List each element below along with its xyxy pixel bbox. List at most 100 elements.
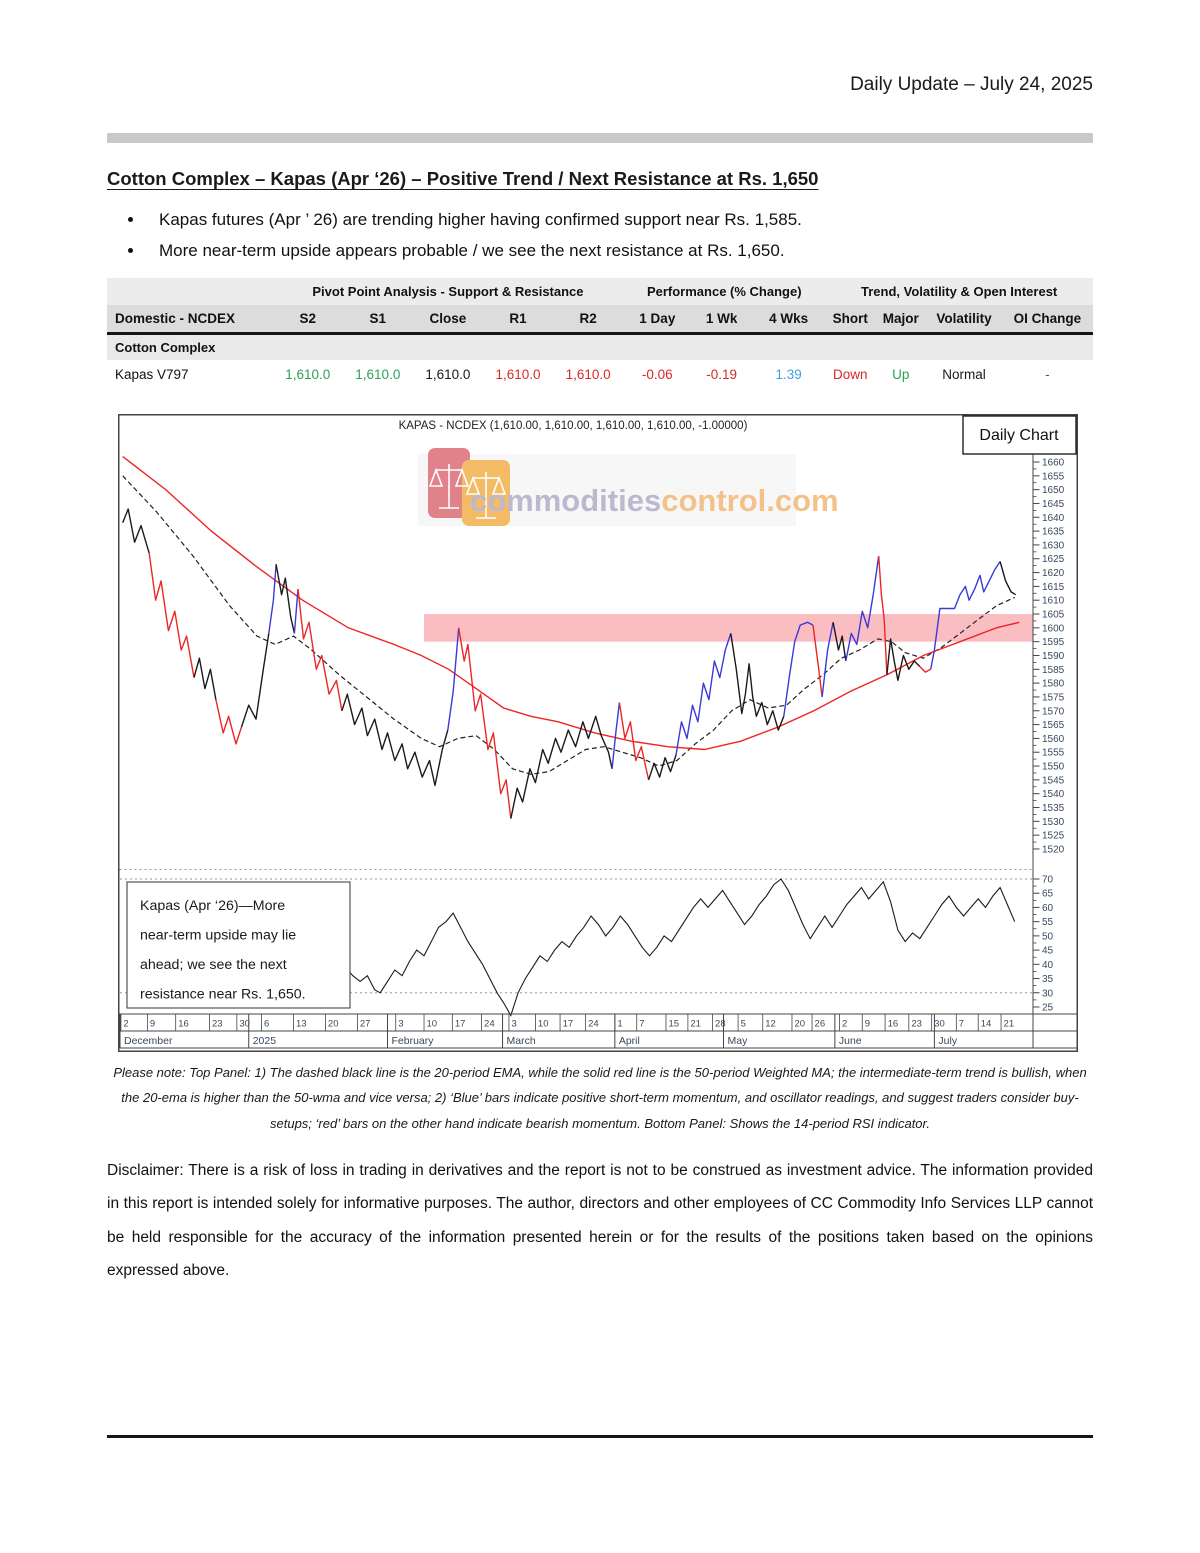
x-axis: 2 9 16 23 30 6 13 20 27 3 10 17 24 3 10 17 24 1 7 15 21 28 5 12… xyxy=(118,1013,1078,1049)
svg-text:17: 17 xyxy=(455,1019,466,1030)
table-cell: 1,610.0 xyxy=(285,367,331,382)
price-series xyxy=(122,508,1017,819)
table-cell: Up xyxy=(892,367,910,382)
table-group-header-row: Pivot Point Analysis - Support & Resista… xyxy=(107,278,1093,305)
svg-text:1615: 1615 xyxy=(1042,582,1065,593)
svg-text:1585: 1585 xyxy=(1042,665,1065,676)
footer-divider-line xyxy=(107,1435,1093,1439)
svg-text:1560: 1560 xyxy=(1042,734,1065,745)
table-cell: 1,610.0 xyxy=(565,367,611,382)
svg-text:1590: 1590 xyxy=(1042,651,1065,662)
instrument-name: Kapas V797 xyxy=(115,367,189,382)
svg-text:2025: 2025 xyxy=(253,1035,277,1047)
svg-text:13: 13 xyxy=(296,1019,307,1030)
svg-text:16: 16 xyxy=(888,1019,899,1030)
svg-text:1620: 1620 xyxy=(1042,568,1065,579)
svg-text:21: 21 xyxy=(690,1019,701,1030)
group-header-cell: Trend, Volatility & Open Interest xyxy=(825,278,1093,305)
group-header-cell xyxy=(107,278,273,305)
svg-text:65: 65 xyxy=(1042,889,1054,900)
svg-text:1520: 1520 xyxy=(1042,844,1065,855)
svg-text:1545: 1545 xyxy=(1042,775,1065,786)
rsi-y-axis: 70 65 60 55 50 45 40 35 30 25 xyxy=(120,875,1054,1013)
table-cell: 1,610.0 xyxy=(495,367,541,382)
svg-text:1635: 1635 xyxy=(1042,527,1065,538)
svg-text:27: 27 xyxy=(360,1019,371,1030)
svg-text:1550: 1550 xyxy=(1042,762,1065,773)
svg-text:1625: 1625 xyxy=(1042,554,1065,565)
svg-text:7: 7 xyxy=(959,1019,964,1030)
svg-text:35: 35 xyxy=(1042,974,1054,985)
svg-text:50: 50 xyxy=(1042,931,1054,942)
svg-text:3: 3 xyxy=(511,1019,516,1030)
svg-text:1645: 1645 xyxy=(1042,499,1065,510)
column-header-cell: S2 xyxy=(272,305,343,335)
column-header-cell: R2 xyxy=(553,305,624,335)
svg-text:1: 1 xyxy=(617,1019,622,1030)
svg-text:25: 25 xyxy=(1042,1002,1054,1013)
svg-text:1600: 1600 xyxy=(1042,623,1065,634)
svg-text:resistance near Rs. 1,650.: resistance near Rs. 1,650. xyxy=(140,987,306,1003)
svg-text:7: 7 xyxy=(639,1019,644,1030)
svg-text:1525: 1525 xyxy=(1042,831,1065,842)
column-header-cell: OI Change xyxy=(1001,305,1093,335)
report-header-date: Daily Update – July 24, 2025 xyxy=(850,74,1093,95)
svg-text:1650: 1650 xyxy=(1042,485,1065,496)
svg-text:12: 12 xyxy=(765,1019,776,1030)
svg-text:Daily Chart: Daily Chart xyxy=(979,427,1059,444)
pivot-table: Pivot Point Analysis - Support & Resista… xyxy=(107,278,1093,389)
column-header-cell: Short xyxy=(825,305,876,335)
svg-text:55: 55 xyxy=(1042,917,1054,928)
svg-text:10: 10 xyxy=(427,1019,438,1030)
column-header-cell: Major xyxy=(875,305,927,335)
svg-text:1655: 1655 xyxy=(1042,471,1065,482)
column-header-cell: 1 Wk xyxy=(691,305,752,335)
svg-text:16: 16 xyxy=(178,1019,189,1030)
rsi-line xyxy=(345,878,1016,1017)
svg-text:28: 28 xyxy=(715,1019,726,1030)
column-header-cell: Close xyxy=(412,305,483,335)
svg-text:April: April xyxy=(619,1035,640,1047)
svg-text:5: 5 xyxy=(741,1019,746,1030)
svg-text:commoditiescontrol.com: commoditiescontrol.com xyxy=(470,483,839,518)
wma50-line xyxy=(122,455,1020,751)
svg-text:1605: 1605 xyxy=(1042,610,1065,621)
bullet-item-1: Kapas futures (Apr ’ 26) are trending hi… xyxy=(145,210,1093,230)
table-cell: -0.19 xyxy=(706,367,738,382)
svg-text:February: February xyxy=(392,1035,435,1047)
commoditiescontrol-watermark-logo: commoditiescontrol.com xyxy=(418,448,839,526)
chart-footnote: Please note: Top Panel: 1) The dashed bl… xyxy=(113,1065,1087,1131)
table-cell: 1,610.0 xyxy=(425,367,471,382)
svg-text:70: 70 xyxy=(1042,875,1054,886)
svg-text:20: 20 xyxy=(794,1019,805,1030)
svg-text:March: March xyxy=(507,1035,536,1047)
pivot-table-body: Cotton Complex Kapas V797 1,610.0 1,610.0 1,… xyxy=(107,333,1093,390)
svg-text:1570: 1570 xyxy=(1042,706,1065,717)
svg-text:1530: 1530 xyxy=(1042,817,1065,828)
header-divider-bar xyxy=(107,133,1093,143)
svg-text:14: 14 xyxy=(981,1019,992,1030)
svg-text:24: 24 xyxy=(484,1019,495,1030)
svg-text:60: 60 xyxy=(1042,903,1054,914)
svg-text:23: 23 xyxy=(212,1019,223,1030)
table-cell: - xyxy=(1045,367,1050,382)
section-row-label: Cotton Complex xyxy=(107,333,1093,360)
svg-text:24: 24 xyxy=(588,1019,599,1030)
svg-text:May: May xyxy=(727,1035,748,1047)
daily-chart-label: Daily Chart xyxy=(962,415,1077,455)
column-header-cell: 1 Day xyxy=(623,305,692,335)
svg-text:1610: 1610 xyxy=(1042,596,1065,607)
bullet-list: Kapas futures (Apr ’ 26) are trending hi… xyxy=(145,210,1093,261)
table-cell: Normal xyxy=(942,367,986,382)
svg-text:1535: 1535 xyxy=(1042,803,1065,814)
table-cell: Down xyxy=(833,367,868,382)
svg-text:1630: 1630 xyxy=(1042,540,1065,551)
table-cell: -0.06 xyxy=(641,367,673,382)
svg-text:Kapas (Apr ‘26)—More: Kapas (Apr ‘26)—More xyxy=(140,898,285,914)
price-chart: KAPAS - NCDEX (1,610.00, 1,610.00, 1,610… xyxy=(118,414,1078,1052)
svg-text:30: 30 xyxy=(934,1019,945,1030)
svg-text:20: 20 xyxy=(328,1019,339,1030)
pivot-table-header: Pivot Point Analysis - Support & Resista… xyxy=(107,278,1093,335)
resistance-band xyxy=(424,614,1033,642)
column-header-cell: 4 Wks xyxy=(751,305,826,335)
